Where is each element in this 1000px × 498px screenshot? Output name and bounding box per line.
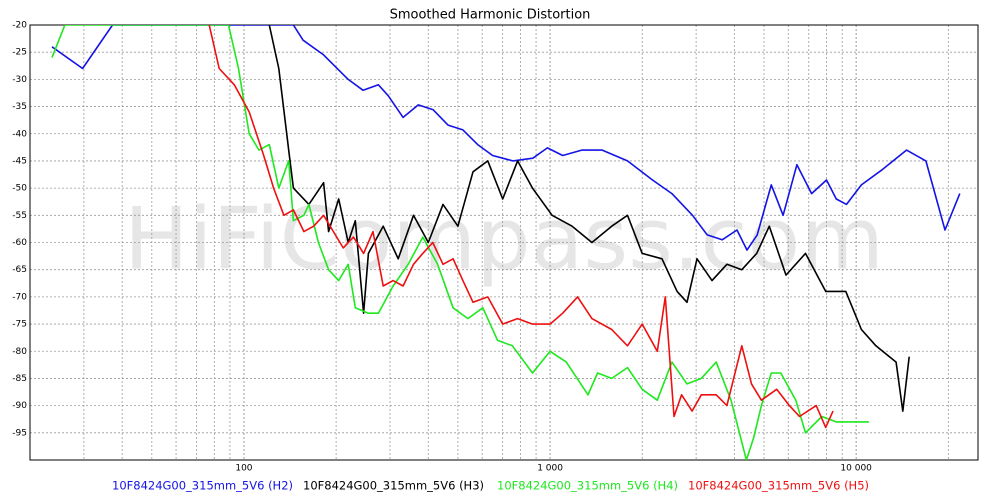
y-tick-label: -30: [12, 75, 27, 85]
series-line: [51, 25, 869, 460]
chart-title: Smoothed Harmonic Distortion: [390, 8, 591, 23]
y-tick-label: -85: [12, 374, 27, 384]
y-tick-label: -60: [12, 238, 27, 248]
y-tick-label: -20: [12, 21, 27, 31]
legend-entry: 10F8424G00_315mm_5V6 (H4): [497, 479, 678, 493]
legend-entry: 10F8424G00_315mm_5V6 (H2): [112, 479, 293, 493]
y-tick-label: -50: [12, 184, 27, 194]
y-tick-label: -55: [12, 211, 27, 221]
series-line: [208, 25, 834, 429]
series-line: [268, 25, 910, 412]
legend-entry: 10F8424G00_315mm_5V6 (H5): [688, 479, 869, 493]
x-tick-label: 100: [235, 464, 252, 474]
legend: 10F8424G00_315mm_5V6 (H2) 10F8424G00_315m…: [112, 479, 869, 493]
y-tick-label: -45: [12, 156, 27, 166]
y-tick-label: -80: [12, 347, 27, 357]
y-tick-label: -90: [12, 401, 27, 411]
watermark: HiFiCompass.com: [124, 189, 884, 289]
plot-frame: [29, 24, 979, 461]
y-tick-label: -70: [12, 292, 27, 302]
y-tick-label: -75: [12, 320, 27, 330]
x-tick-label: 1 000: [537, 464, 563, 474]
series-line: [51, 25, 961, 251]
y-tick-label: -25: [12, 48, 27, 58]
legend-entry: 10F8424G00_315mm_5V6 (H3): [303, 479, 484, 493]
y-tick-label: -65: [12, 265, 27, 275]
y-tick-label: -35: [12, 102, 27, 112]
x-tick-label: 10 000: [840, 464, 872, 474]
y-tick-label: -95: [12, 428, 27, 438]
y-tick-label: -40: [12, 129, 27, 139]
plot-area: HiFiCompass.com -20 -25 -30 -35 -40 -45 -50 -55 -…: [12, 21, 979, 474]
